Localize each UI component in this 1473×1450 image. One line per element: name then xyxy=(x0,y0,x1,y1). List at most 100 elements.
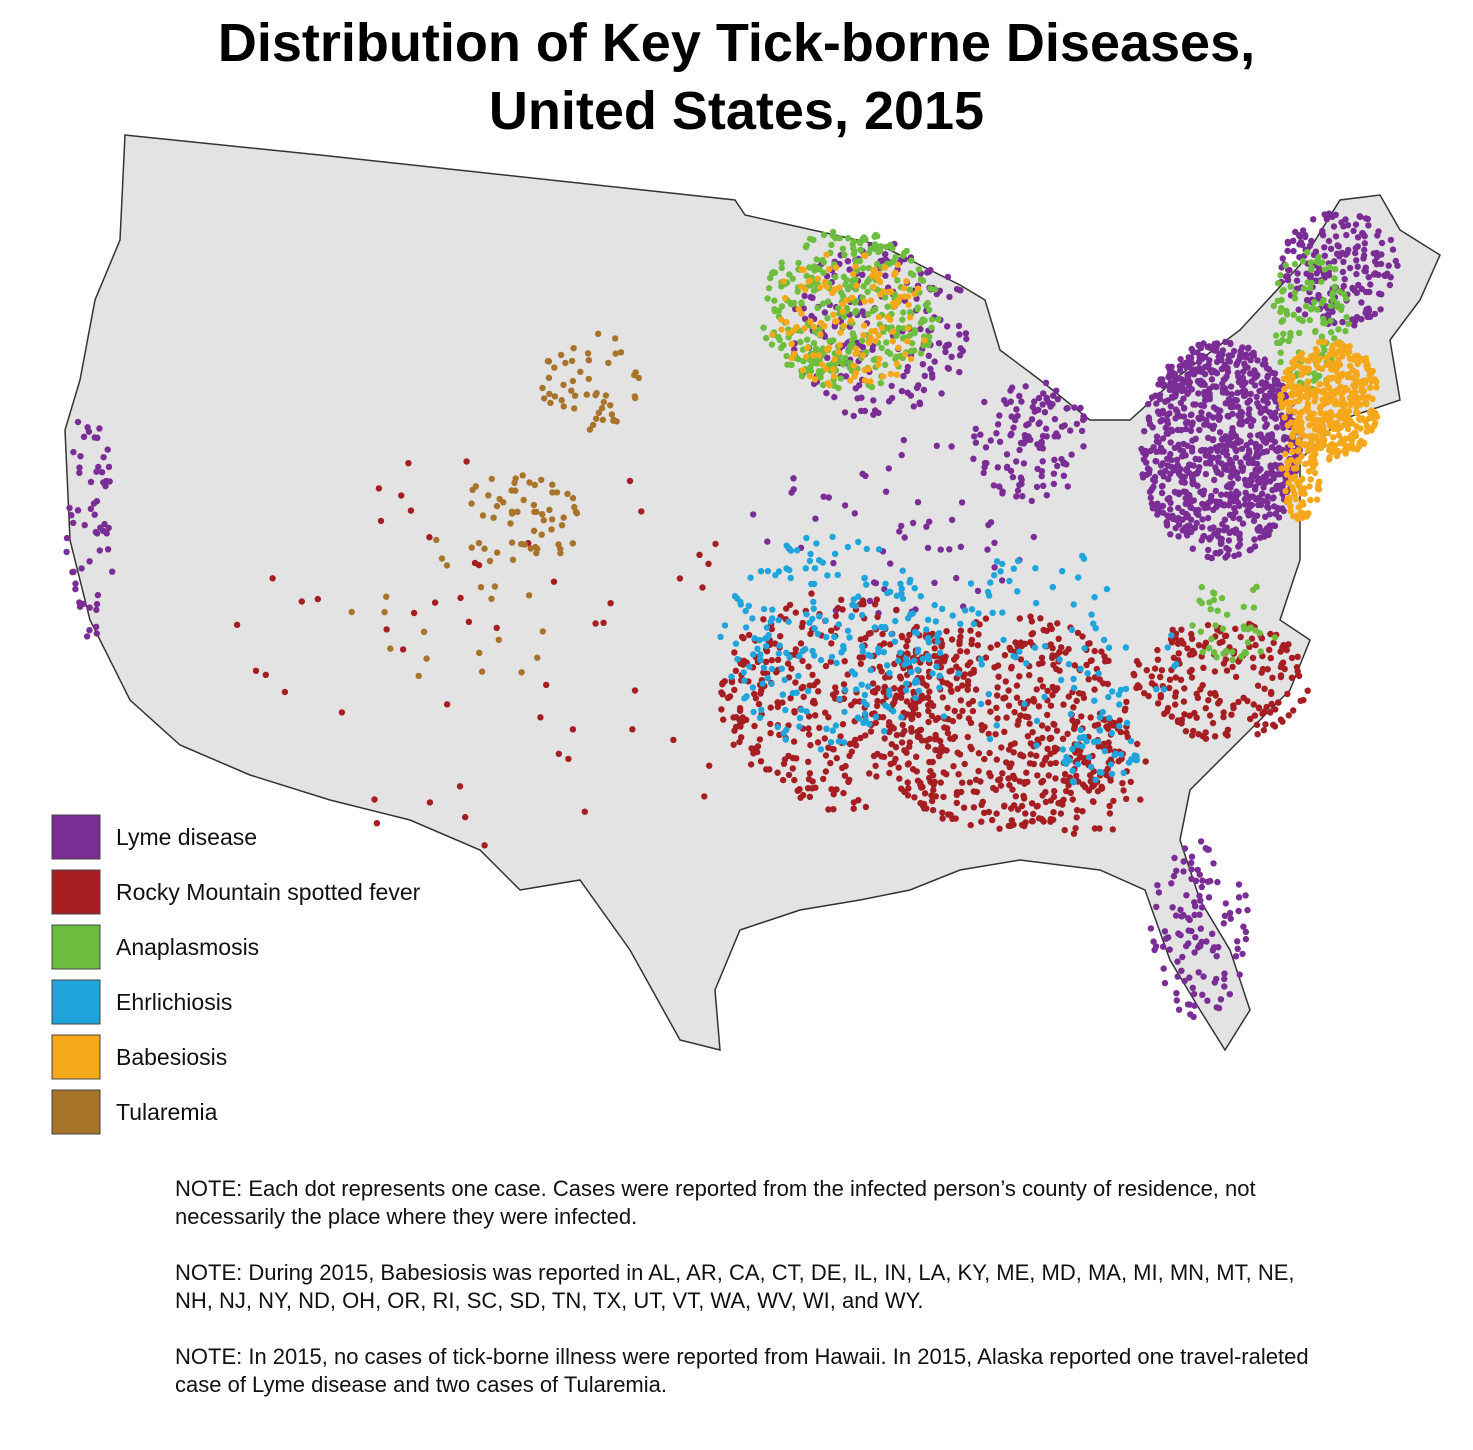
case-dot xyxy=(69,568,76,576)
case-dot xyxy=(930,786,937,794)
case-dot xyxy=(1288,654,1296,662)
case-dot xyxy=(100,479,107,486)
case-dot xyxy=(986,770,993,777)
case-dot xyxy=(1299,475,1306,483)
case-dot xyxy=(701,793,708,800)
case-dot xyxy=(511,479,518,486)
case-dot xyxy=(873,702,881,709)
case-dot xyxy=(1069,767,1076,774)
case-dot xyxy=(821,278,829,286)
case-dot xyxy=(782,706,789,714)
case-dot xyxy=(1212,487,1220,495)
case-dot xyxy=(993,558,1001,565)
case-dot xyxy=(1175,650,1183,657)
case-dot xyxy=(1230,704,1237,712)
case-dot xyxy=(1070,601,1077,608)
case-dot xyxy=(961,607,969,614)
case-dot xyxy=(262,671,269,678)
case-dot xyxy=(1035,406,1042,413)
case-dot xyxy=(1017,656,1025,663)
case-dot xyxy=(1233,447,1240,455)
case-dot xyxy=(1196,597,1203,604)
case-dot xyxy=(1294,423,1302,430)
case-dot xyxy=(898,451,905,459)
case-dot xyxy=(1218,491,1225,498)
case-dot xyxy=(808,312,815,320)
case-dot xyxy=(872,762,879,769)
case-dot xyxy=(1293,277,1301,284)
case-dot xyxy=(1222,900,1230,907)
case-dot xyxy=(923,737,930,744)
case-dot xyxy=(1331,275,1338,282)
case-dot xyxy=(1306,242,1314,249)
case-dot xyxy=(1013,406,1020,413)
case-dot xyxy=(857,601,864,608)
case-dot xyxy=(863,701,870,709)
case-dot xyxy=(1162,935,1170,942)
case-dot xyxy=(977,656,984,663)
case-dot xyxy=(882,488,890,495)
case-dot xyxy=(917,779,924,787)
case-dot xyxy=(906,314,914,321)
case-dot xyxy=(1021,432,1028,439)
case-dot xyxy=(767,274,774,282)
case-dot xyxy=(907,270,914,277)
case-dot xyxy=(939,815,946,822)
case-dot xyxy=(1275,280,1282,287)
case-dot xyxy=(1045,772,1053,779)
case-dot xyxy=(894,277,901,284)
case-dot xyxy=(1189,622,1196,629)
case-dot xyxy=(1232,509,1239,516)
case-dot xyxy=(468,500,475,507)
case-dot xyxy=(1104,725,1112,732)
case-dot xyxy=(828,241,835,248)
case-dot xyxy=(840,789,847,797)
case-dot xyxy=(786,566,793,574)
case-dot xyxy=(1253,452,1260,459)
case-dot xyxy=(1266,478,1274,485)
case-dot xyxy=(1182,359,1190,367)
case-dot xyxy=(891,685,898,692)
case-dot xyxy=(1295,397,1302,405)
case-dot xyxy=(1329,291,1336,298)
case-dot xyxy=(940,793,947,801)
case-dot xyxy=(1169,904,1176,911)
case-dot xyxy=(1313,258,1320,265)
case-dot xyxy=(1161,928,1169,935)
case-dot xyxy=(399,646,407,653)
case-dot xyxy=(1303,296,1311,304)
case-dot xyxy=(804,687,812,695)
case-dot xyxy=(1188,411,1195,418)
case-dot xyxy=(949,717,957,725)
case-dot xyxy=(1069,745,1076,753)
case-dot xyxy=(1074,629,1082,637)
case-dot xyxy=(1196,892,1203,900)
case-dot xyxy=(861,252,868,259)
case-dot xyxy=(1363,400,1370,408)
case-dot xyxy=(790,486,797,493)
case-dot xyxy=(775,650,782,657)
case-dot xyxy=(861,322,868,329)
case-dot xyxy=(1175,504,1182,512)
case-dot xyxy=(1160,473,1167,480)
case-dot xyxy=(1008,665,1015,672)
case-dot xyxy=(1262,379,1270,387)
case-dot xyxy=(1301,311,1309,318)
case-dot xyxy=(1042,379,1050,386)
case-dot xyxy=(631,371,638,379)
case-dot xyxy=(1013,682,1021,689)
case-dot xyxy=(732,723,740,731)
case-dot xyxy=(1202,470,1210,478)
case-dot xyxy=(1050,470,1058,477)
case-dot xyxy=(981,755,988,763)
case-dot xyxy=(1321,252,1329,259)
case-dot xyxy=(955,322,963,330)
case-dot xyxy=(1028,416,1036,423)
case-dot xyxy=(948,688,955,695)
case-dot xyxy=(839,606,846,613)
case-dot xyxy=(1283,471,1291,478)
case-dot xyxy=(1287,441,1294,449)
case-dot xyxy=(490,514,497,521)
case-dot xyxy=(887,641,894,648)
case-dot xyxy=(1190,348,1197,356)
